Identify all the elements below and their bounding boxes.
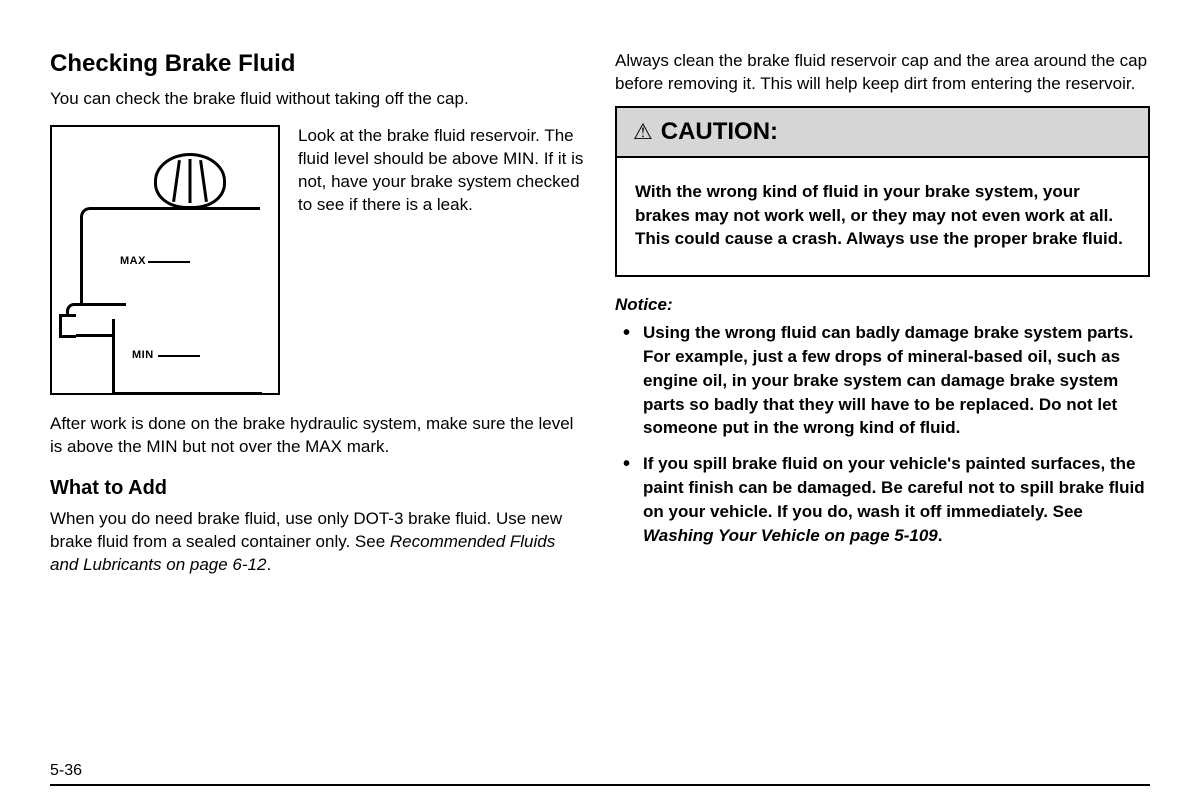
subsection-heading: What to Add — [50, 477, 585, 500]
warning-triangle-icon: ⚠ — [633, 121, 653, 143]
figure-with-caption: MAX MIN Look at the brake fluid reservoi… — [50, 125, 585, 395]
caution-label: CAUTION: — [661, 118, 778, 146]
caution-body-text: With the wrong kind of fluid in your bra… — [617, 158, 1148, 275]
clean-cap-paragraph: Always clean the brake fluid reservoir c… — [615, 50, 1150, 96]
page-number: 5-36 — [50, 762, 82, 780]
brake-reservoir-illustration: MAX MIN — [50, 125, 280, 395]
footer-rule — [50, 784, 1150, 786]
notice-label: Notice: — [615, 295, 1150, 315]
notice-item-text: Using the wrong fluid can badly damage b… — [643, 323, 1133, 437]
two-column-layout: Checking Brake Fluid You can check the b… — [50, 50, 1150, 587]
notice-item-wrong-fluid: Using the wrong fluid can badly damage b… — [643, 321, 1150, 440]
reservoir-cap-shape — [154, 153, 226, 209]
section-heading: Checking Brake Fluid — [50, 50, 585, 78]
left-column: Checking Brake Fluid You can check the b… — [50, 50, 585, 587]
intro-paragraph: You can check the brake fluid without ta… — [50, 88, 585, 111]
manual-page: Checking Brake Fluid You can check the b… — [50, 0, 1150, 587]
what-to-add-tail: . — [266, 555, 271, 574]
caution-header: ⚠ CAUTION: — [617, 108, 1148, 158]
right-column: Always clean the brake fluid reservoir c… — [615, 50, 1150, 587]
after-figure-paragraph: After work is done on the brake hydrauli… — [50, 413, 585, 459]
notice-list: Using the wrong fluid can badly damage b… — [615, 321, 1150, 547]
figure-caption-text: Look at the brake fluid reservoir. The f… — [298, 125, 585, 217]
notice-item-pre: If you spill brake fluid on your vehicle… — [643, 454, 1145, 521]
max-level-label: MAX — [120, 255, 146, 267]
notice-item-tail: . — [938, 526, 943, 545]
min-level-label: MIN — [132, 349, 154, 361]
washing-reference-link: Washing Your Vehicle on page 5-109 — [643, 526, 938, 545]
what-to-add-paragraph: When you do need brake fluid, use only D… — [50, 508, 585, 577]
notice-item-spill: If you spill brake fluid on your vehicle… — [643, 452, 1150, 547]
caution-callout: ⚠ CAUTION: With the wrong kind of fluid … — [615, 106, 1150, 277]
